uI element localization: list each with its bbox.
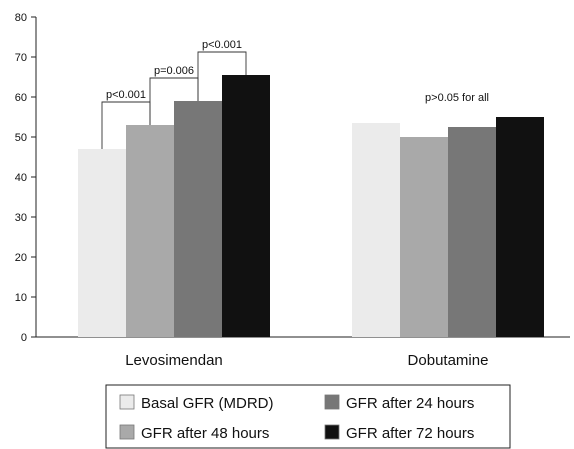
category-labels: Levosimendan Dobutamine — [125, 352, 488, 369]
p-value-label: p=0.006 — [154, 65, 194, 77]
bar-dobutamine-series-2 — [448, 127, 496, 337]
y-tick-label: 0 — [21, 332, 27, 344]
y-tick-label: 40 — [15, 172, 27, 184]
category-label: Dobutamine — [408, 352, 489, 369]
legend: Basal GFR (MDRD) GFR after 24 hours GFR af… — [105, 384, 511, 449]
bar-levosimendan-series-2 — [174, 101, 222, 337]
y-tick-label: 80 — [15, 12, 27, 24]
bars — [78, 75, 544, 337]
significance-bracket — [197, 51, 247, 101]
category-label: Levosimendan — [125, 352, 223, 369]
y-tick-label: 30 — [15, 212, 27, 224]
legend-label: GFR after 24 hours — [346, 395, 474, 412]
y-tick-label: 10 — [15, 292, 27, 304]
y-axis: 0 10 20 30 40 50 60 70 80 — [15, 12, 37, 344]
legend-swatch — [119, 394, 135, 410]
bar-levosimendan-series-1 — [126, 125, 174, 337]
bar-dobutamine-series-0 — [352, 123, 400, 337]
y-tick-label: 60 — [15, 92, 27, 104]
legend-box — [105, 384, 511, 449]
legend-swatch — [324, 394, 340, 410]
legend-swatch — [324, 424, 340, 440]
bar-dobutamine-series-3 — [496, 117, 544, 337]
p-value-label: p<0.001 — [202, 39, 242, 51]
p-value-note: p>0.05 for all — [425, 92, 489, 104]
legend-swatch — [119, 424, 135, 440]
y-tick-label: 50 — [15, 132, 27, 144]
y-tick-label: 20 — [15, 252, 27, 264]
y-tick-label: 70 — [15, 52, 27, 64]
legend-label: GFR after 48 hours — [141, 425, 269, 442]
legend-label: Basal GFR (MDRD) — [141, 395, 274, 412]
legend-label: GFR after 72 hours — [346, 425, 474, 442]
bar-dobutamine-series-1 — [400, 137, 448, 337]
significance-brackets: p<0.001 p=0.006 p<0.001 p>0.05 for all — [101, 39, 489, 149]
bar-levosimendan-series-0 — [78, 149, 126, 337]
bar-levosimendan-series-3 — [222, 75, 270, 337]
p-value-label: p<0.001 — [106, 89, 146, 101]
